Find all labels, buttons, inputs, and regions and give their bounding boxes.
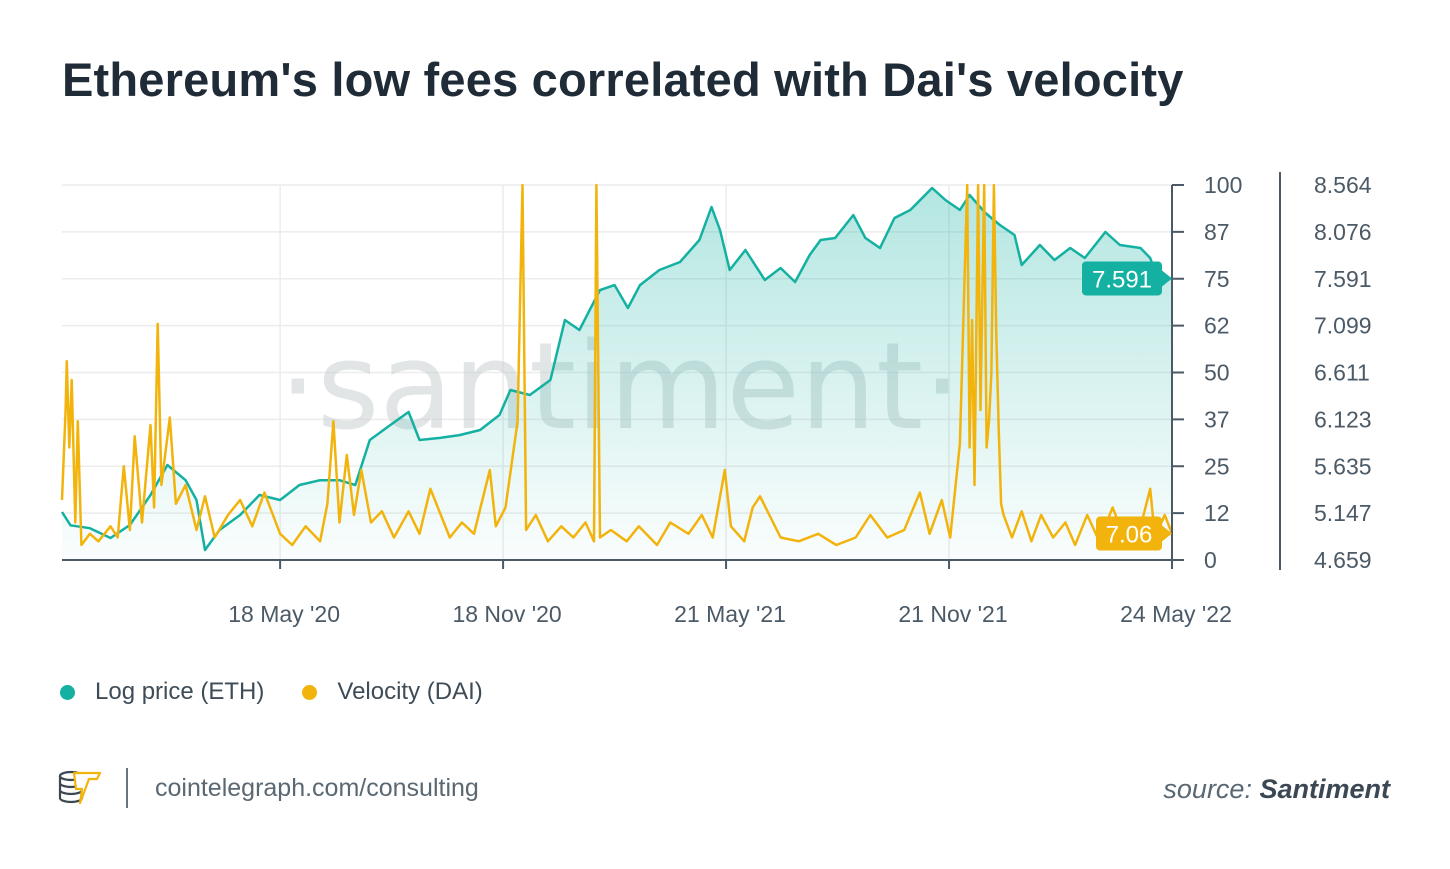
legend-dot-icon: [302, 684, 318, 700]
left-axis-label: 100: [1204, 172, 1242, 198]
legend-item-dai[interactable]: Velocity (DAI): [302, 678, 483, 706]
source-prefix: source:: [1163, 774, 1252, 804]
right-axis-label: 6.123: [1314, 406, 1372, 432]
cointelegraph-logo-icon: [58, 770, 102, 805]
legend-label: Log price (ETH): [95, 678, 265, 705]
x-axis-label: 18 May '20: [228, 601, 340, 627]
badge-background: [1096, 516, 1162, 551]
badge-pointer-icon: [1162, 525, 1172, 542]
right-axis-label: 5.147: [1314, 500, 1372, 526]
left-axis-label: 25: [1204, 453, 1230, 479]
right-axis-label: 4.659: [1314, 547, 1372, 573]
legend-dot-icon: [60, 684, 75, 700]
source-credit: source: Santiment: [1163, 774, 1390, 805]
right-axis-label: 7.099: [1314, 313, 1372, 339]
dai-velocity-line: [60, 183, 1174, 547]
left-axis-label: 37: [1204, 406, 1230, 432]
badge-value: 7.06: [1106, 522, 1153, 549]
footer-link[interactable]: cointelegraph.com/consulting: [155, 774, 479, 802]
left-axis-label: 87: [1204, 219, 1230, 245]
right-axis-label: 5.635: [1314, 453, 1372, 479]
chart-title: Ethereum's low fees correlated with Dai'…: [62, 53, 1184, 106]
right-axis-label: 8.076: [1314, 219, 1372, 245]
legend-item-eth[interactable]: Log price (ETH): [60, 678, 264, 706]
right-axis-label: 8.564: [1314, 172, 1372, 198]
axes: 100 8.564 87 8.076 75 7.591 62 7.099 50 6.611 37 6.…: [62, 172, 1372, 627]
right-axis-label: 6.611: [1314, 360, 1370, 386]
eth-area: [62, 188, 1172, 560]
x-axis-label: 21 Nov '21: [898, 601, 1007, 627]
legend: Log price (ETH) Velocity (DAI): [60, 678, 483, 706]
eth-price-line: [60, 186, 1172, 552]
left-axis-label: 12: [1204, 500, 1230, 526]
badge-pointer-icon: [1162, 270, 1172, 287]
eth-last-value-badge: 7.591: [1082, 261, 1172, 296]
left-axis-label: 0: [1204, 547, 1217, 573]
footer-divider: [126, 768, 128, 808]
legend-label: Velocity (DAI): [337, 678, 483, 705]
badge-value: 7.591: [1092, 266, 1152, 293]
badge-background: [1082, 261, 1162, 296]
source-name: Santiment: [1259, 774, 1390, 804]
left-axis-label: 75: [1204, 266, 1230, 292]
x-axis-label: 24 May '22: [1120, 601, 1232, 627]
left-axis-label: 62: [1204, 313, 1230, 339]
x-axis-label: 21 May '21: [674, 601, 786, 627]
series-layer: [60, 183, 1174, 560]
right-axis-label: 7.591: [1314, 266, 1372, 292]
dai-last-value-badge: 7.06: [1096, 516, 1172, 551]
left-axis-label: 50: [1204, 360, 1230, 386]
x-axis-label: 18 Nov '20: [452, 601, 561, 627]
